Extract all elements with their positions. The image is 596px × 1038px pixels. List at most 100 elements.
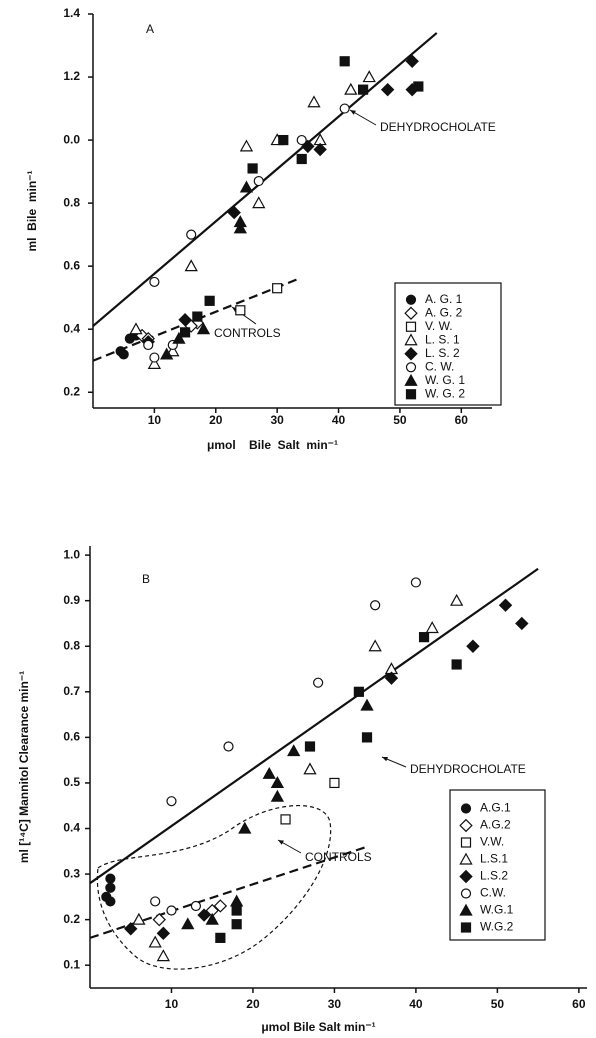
x-tick-label: 10 xyxy=(148,413,162,427)
line-annotation: CONTROLS xyxy=(214,326,281,340)
annotation-arrowhead xyxy=(382,756,388,762)
legend-label: L. S. 2 xyxy=(425,346,460,360)
marker xyxy=(143,339,154,351)
marker xyxy=(205,912,219,925)
legend-label: A. G. 2 xyxy=(425,305,463,319)
marker xyxy=(231,905,242,916)
marker xyxy=(132,912,146,925)
marker xyxy=(313,677,324,688)
x-tick-label: 10 xyxy=(165,997,179,1011)
x-tick-label: 40 xyxy=(332,413,346,427)
marker xyxy=(223,741,234,752)
marker xyxy=(150,896,161,907)
x-tick-label: 30 xyxy=(270,413,284,427)
legend-label: W.G.1 xyxy=(480,903,514,917)
marker xyxy=(129,322,143,335)
y-tick-label: 0.6 xyxy=(63,258,80,272)
marker xyxy=(239,139,254,152)
marker xyxy=(344,82,358,95)
legend-marker xyxy=(404,373,418,386)
marker xyxy=(124,922,138,936)
line-annotation: DEHYDROCHOLATE xyxy=(410,762,526,776)
annotation-arrowhead xyxy=(278,840,284,845)
marker xyxy=(166,796,177,807)
x-tick-label: 50 xyxy=(393,413,407,427)
marker xyxy=(339,56,350,67)
marker xyxy=(360,698,374,711)
legend-marker xyxy=(405,321,417,332)
marker xyxy=(287,744,301,757)
panel-label: B xyxy=(142,572,150,586)
marker xyxy=(380,82,395,97)
legend-label: L. S. 1 xyxy=(425,332,460,346)
marker xyxy=(353,686,364,697)
marker xyxy=(303,762,317,775)
x-tick-label: 60 xyxy=(455,413,469,427)
marker xyxy=(149,276,160,288)
y-axis-label: ml Bile min⁻¹ xyxy=(25,170,39,251)
marker xyxy=(357,84,369,95)
fit-line xyxy=(92,277,300,362)
annotation-arrowhead xyxy=(350,110,356,115)
marker xyxy=(362,70,376,83)
marker xyxy=(105,873,116,884)
fit-line xyxy=(92,32,438,327)
legend-label: L.S.2 xyxy=(480,869,508,883)
x-tick-label: 30 xyxy=(328,997,342,1011)
marker xyxy=(313,142,327,157)
marker xyxy=(425,621,439,634)
marker xyxy=(148,935,162,948)
y-tick-label: 1.4 xyxy=(63,6,80,20)
y-tick-label: 1.2 xyxy=(63,69,80,83)
marker xyxy=(405,54,419,68)
marker xyxy=(181,917,195,930)
marker xyxy=(231,919,242,930)
marker xyxy=(307,95,321,108)
x-tick-label: 40 xyxy=(409,997,423,1011)
marker xyxy=(213,899,228,913)
marker xyxy=(296,153,307,165)
y-tick-label: 0.5 xyxy=(63,775,80,789)
legend-label: C.W. xyxy=(480,886,506,900)
marker xyxy=(186,229,197,240)
x-axis-label: μmol Bile Salt min⁻¹ xyxy=(261,1020,375,1034)
marker xyxy=(272,283,283,294)
marker xyxy=(105,882,116,893)
y-tick-label: 0.8 xyxy=(63,195,80,209)
legend-label: A. G. 1 xyxy=(425,292,463,306)
marker xyxy=(156,949,170,962)
legend-label: W. G. 2 xyxy=(425,386,465,400)
x-tick-label: 20 xyxy=(209,413,223,427)
panel-label: A xyxy=(146,22,154,36)
legend-marker xyxy=(460,888,472,899)
legend-marker xyxy=(459,818,473,833)
marker xyxy=(451,659,462,670)
marker xyxy=(361,732,373,743)
marker xyxy=(172,331,186,344)
marker xyxy=(166,344,180,357)
marker xyxy=(515,616,529,631)
marker xyxy=(196,322,211,335)
y-tick-label: 0.7 xyxy=(63,684,80,698)
marker xyxy=(179,327,191,338)
marker xyxy=(253,175,264,187)
legend-marker xyxy=(405,362,417,373)
y-tick-label: 0.2 xyxy=(63,912,80,926)
marker xyxy=(238,821,252,834)
legend-label: A.G.1 xyxy=(480,801,511,815)
marker xyxy=(118,349,129,360)
marker xyxy=(204,295,215,306)
legend-label: W. G. 1 xyxy=(425,373,465,387)
marker xyxy=(296,134,307,146)
legend-label: V. W. xyxy=(425,319,453,333)
legend-label: A.G.2 xyxy=(480,818,511,832)
y-tick-label: 0.4 xyxy=(63,321,80,335)
marker xyxy=(384,671,399,685)
marker xyxy=(339,103,350,114)
controls-region-outline xyxy=(96,805,332,970)
marker xyxy=(227,205,241,220)
marker xyxy=(156,926,171,941)
legend-marker xyxy=(404,306,418,320)
